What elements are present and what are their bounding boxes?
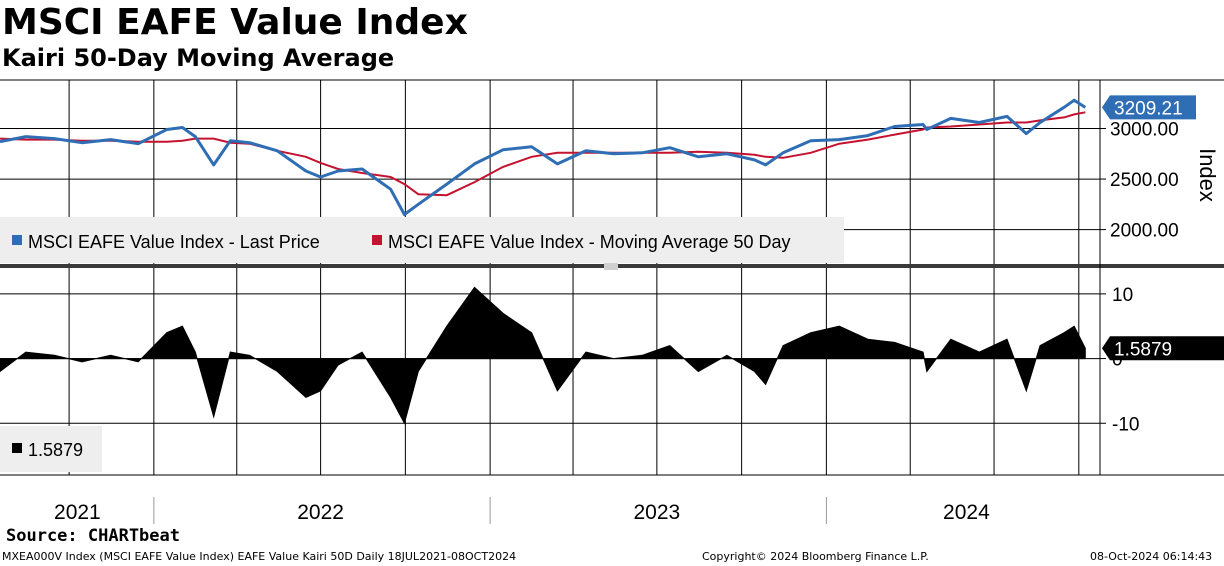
upper-y-axis-label: Index	[1195, 148, 1220, 202]
upper-panel	[0, 98, 1087, 216]
lower-panel	[0, 286, 1086, 425]
lower-y-tick-label: -10	[1112, 414, 1139, 435]
kairi-last-value-label: 1.5879	[1114, 339, 1172, 360]
upper-legend-box	[0, 217, 844, 263]
upper-y-tick-label: 3000.00	[1110, 120, 1179, 141]
last-price-line	[0, 98, 1087, 216]
x-year-label: 2023	[634, 501, 681, 524]
x-year-label: 2022	[297, 501, 344, 524]
legend-label-last-price: MSCI EAFE Value Index - Last Price	[28, 232, 320, 252]
last-price-badge	[1102, 95, 1196, 120]
chart-title: MSCI EAFE Value Index	[2, 2, 468, 43]
legend-swatch-kairi	[12, 443, 22, 453]
source-note: Source: CHARTbeat	[6, 526, 180, 546]
upper-y-tick-label: 2000.00	[1110, 221, 1179, 242]
legend-label-moving-average: MSCI EAFE Value Index - Moving Average 5…	[388, 232, 791, 252]
lower-y-tick-label: 10	[1112, 285, 1133, 306]
x-year-label: 2024	[943, 501, 990, 524]
footer-left: MXEA000V Index (MSCI EAFE Value Index) E…	[2, 550, 517, 563]
legend-swatch-last-price	[12, 235, 22, 245]
x-year-label: 2021	[54, 501, 101, 524]
upper-y-tick-label: 2500.00	[1110, 170, 1179, 191]
axes: 3000.00 2500.00 2000.00 Index 3209.21 MSCI EA…	[0, 79, 1224, 524]
separator-handle	[604, 262, 618, 270]
kairi-last-value-badge	[1102, 336, 1224, 361]
kairi-area	[0, 286, 1086, 425]
last-price-badge-label: 3209.21	[1114, 98, 1183, 119]
footer-copyright: Copyright© 2024 Bloomberg Finance L.P.	[702, 550, 929, 563]
legend-label-kairi: 1.5879	[28, 440, 83, 460]
grid-lines	[0, 80, 1100, 475]
chart-subtitle: Kairi 50-Day Moving Average	[2, 44, 395, 72]
footer-timestamp: 08-Oct-2024 06:14:43	[1090, 550, 1213, 563]
legend-swatch-moving-average	[372, 235, 382, 245]
